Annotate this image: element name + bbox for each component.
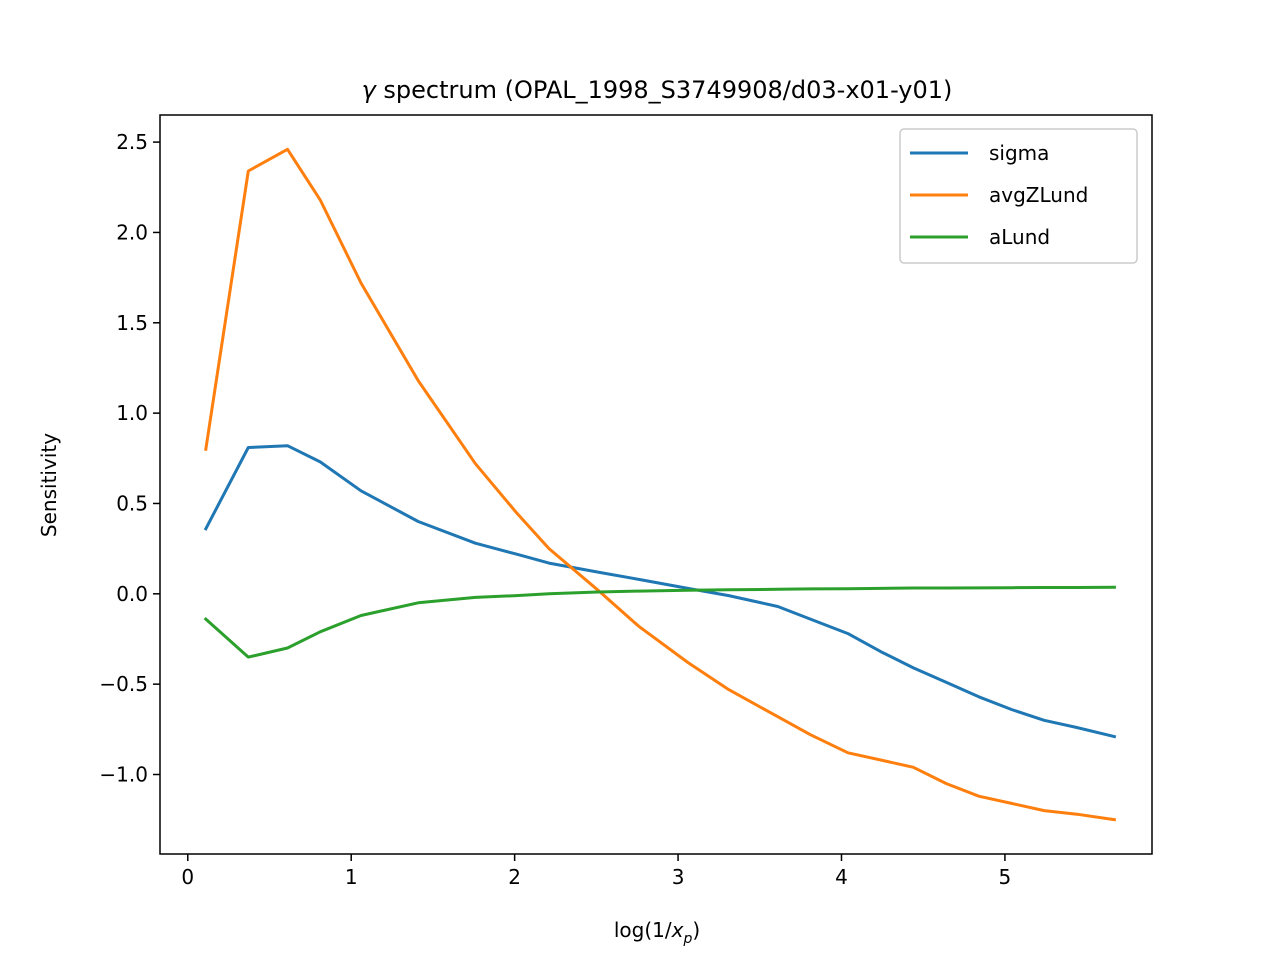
legend-label-aLund: aLund (989, 225, 1050, 249)
plot-frame (159, 114, 1153, 855)
legend-box (899, 128, 1138, 264)
title-text: spectrum (OPAL_1998_S3749908/d03-x01-y01… (376, 76, 953, 104)
y-tick-label: 2.0 (116, 220, 148, 244)
y-axis-label: Sensitivity (37, 433, 61, 537)
x-tick-label: 0 (181, 865, 194, 889)
x-tick-label: 3 (672, 865, 685, 889)
x-axis-label-suffix: ) (692, 918, 700, 942)
y-tick-label: 1.0 (116, 401, 148, 425)
legend: sigma avgZLund aLund (899, 128, 1138, 264)
legend-label-avgZLund: avgZLund (989, 183, 1088, 207)
x-tick-label: 1 (345, 865, 358, 889)
y-tick-label: 0.0 (116, 582, 148, 606)
x-axis-label: log(1/xp) (614, 918, 700, 947)
y-tick-label: 2.5 (116, 130, 148, 154)
legend-label-sigma: sigma (989, 141, 1049, 165)
x-tick-label: 2 (508, 865, 521, 889)
series-line-sigma (203, 444, 1117, 739)
x-tick-label: 4 (835, 865, 848, 889)
y-tick-label: −0.5 (99, 672, 148, 696)
y-tick-label: −1.0 (99, 762, 148, 786)
title-symbol: γ (362, 76, 378, 104)
x-axis-label-var: x (671, 918, 684, 942)
x-axis-label-sub: p (682, 931, 692, 947)
x-axis: 0 1 2 3 4 5 (181, 854, 1011, 889)
x-axis-label-prefix: log(1/ (614, 918, 672, 942)
plot-area (203, 147, 1117, 822)
x-tick-label: 5 (999, 865, 1012, 889)
y-tick-label: 1.5 (116, 311, 148, 335)
y-tick-label: 0.5 (116, 491, 148, 515)
series-line-avgZLund (204, 147, 1117, 822)
y-axis: −1.0 −0.5 0.0 0.5 1.0 1.5 2.0 2.5 (99, 130, 160, 786)
chart-title: γ spectrum (OPAL_1998_S3749908/d03-x01-y… (362, 76, 953, 104)
series-line-aLund (203, 585, 1116, 659)
